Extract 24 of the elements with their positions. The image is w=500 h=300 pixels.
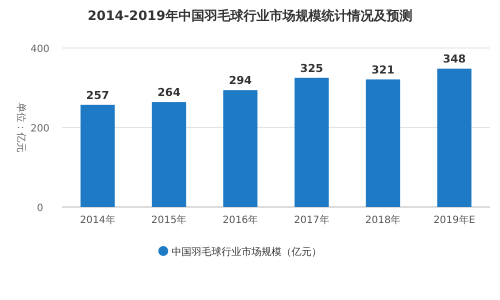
- data-label: 294: [228, 74, 252, 88]
- x-tick-label: 2017年: [294, 214, 330, 226]
- x-tick-label: 2016年: [222, 214, 258, 226]
- data-label: 325: [300, 62, 324, 75]
- legend-label: 中国羽毛球行业市场规模（亿元）: [171, 246, 322, 258]
- bar: [223, 90, 258, 207]
- bar: [152, 102, 186, 207]
- y-tick-label: 400: [30, 44, 50, 55]
- chart-title: 2014-2019年中国羽毛球行业市场规模统计情况及预测: [88, 8, 412, 24]
- data-label: 321: [372, 63, 394, 76]
- bar: [80, 104, 115, 207]
- data-label: 348: [442, 52, 466, 66]
- x-tick-label: 2015年: [151, 214, 187, 226]
- x-tick-label: 2018年: [365, 214, 401, 226]
- data-label: 257: [86, 88, 110, 102]
- y-tick-label: 0: [36, 203, 44, 214]
- bar: [366, 79, 400, 207]
- x-tick-label: 2014年: [80, 214, 116, 226]
- x-tick-label: 2019年E: [433, 214, 476, 226]
- data-label: 264: [158, 86, 181, 100]
- bar: [294, 78, 329, 207]
- y-axis-title: 单位：亿元: [15, 102, 27, 152]
- y-tick-label: 200: [30, 124, 50, 134]
- bar: [437, 68, 472, 207]
